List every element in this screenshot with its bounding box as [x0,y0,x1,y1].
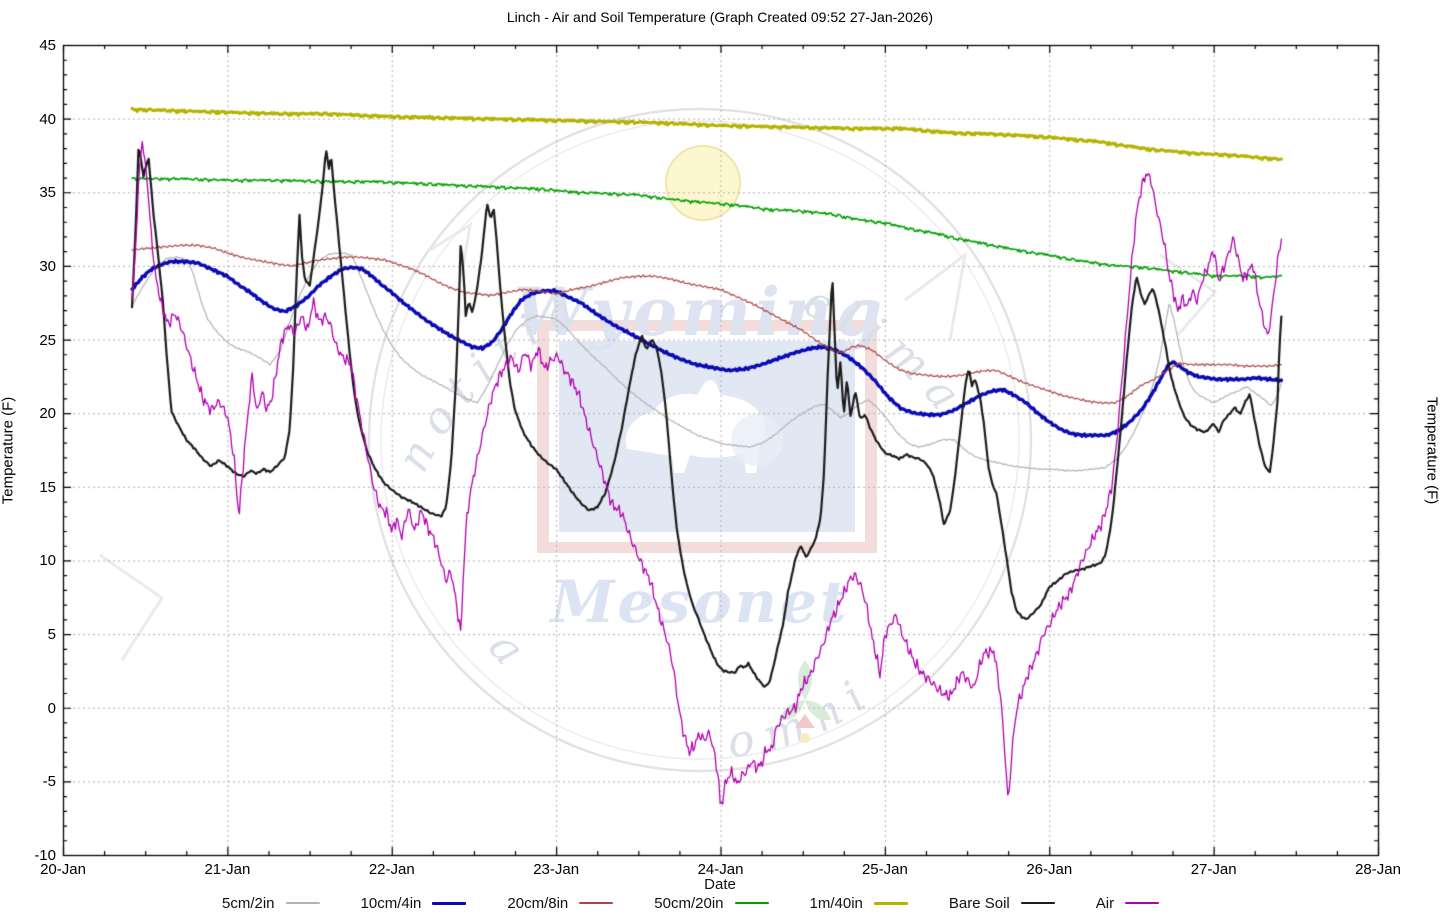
legend-label: Bare Soil [948,894,1010,912]
legend-item: Air [1095,894,1160,912]
legend-item: 50cm/20in [654,894,769,912]
legend-item: 5cm/2in [222,895,320,912]
legend-line-swatch [873,901,908,905]
legend-line-swatch [432,901,467,905]
legend-label: 5cm/2in [222,894,275,912]
legend-item: 1m/40in [810,895,908,912]
legend-label: 50cm/20in [654,894,724,912]
legend-label: Air [1095,894,1115,912]
legend-item: Bare Soil [949,895,1055,912]
legend-line-swatch [285,902,320,904]
legend-line-swatch [1125,902,1160,904]
legend-line-swatch [579,902,614,904]
legend-line-swatch [734,902,769,904]
legend-label: 10cm/4in [360,894,422,912]
legend-item: 10cm/4in [361,895,467,912]
legend-label: 20cm/8in [507,894,569,912]
legend-line-swatch [1020,902,1055,904]
chart-legend: 5cm/2in 10cm/4in 20cm/8in 50cm/20in 1m/40in B… [222,893,1160,913]
legend-label: 1m/40in [809,894,863,912]
legend-item: 20cm/8in [507,894,614,912]
